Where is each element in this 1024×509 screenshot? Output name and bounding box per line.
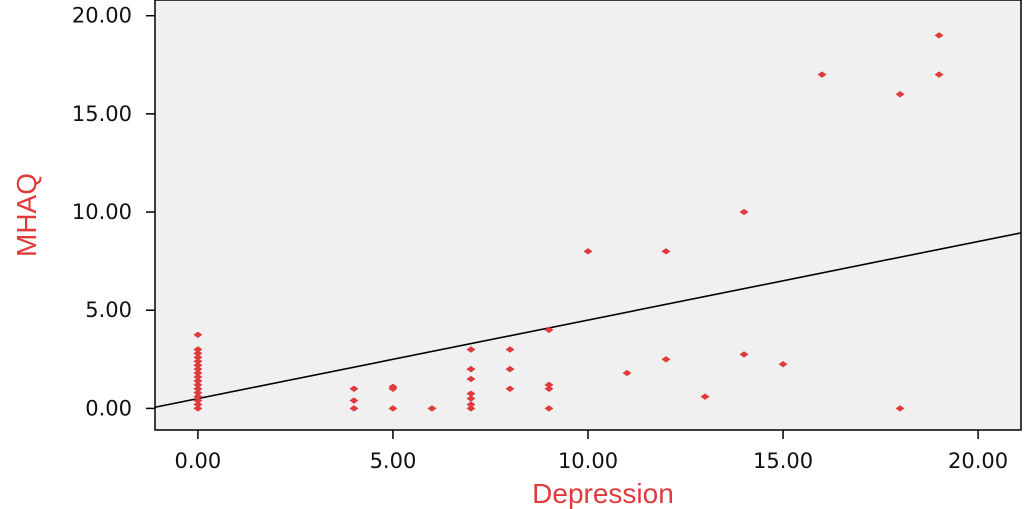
data-point bbox=[193, 393, 203, 400]
data-point bbox=[349, 405, 359, 412]
plot-area bbox=[154, 0, 1022, 431]
data-point bbox=[349, 385, 359, 392]
data-point bbox=[895, 91, 905, 98]
y-tick-label: 5.00 bbox=[85, 298, 132, 322]
data-point bbox=[388, 383, 398, 391]
data-point bbox=[466, 375, 476, 383]
data-point bbox=[700, 393, 710, 400]
data-point bbox=[817, 71, 827, 78]
data-point bbox=[505, 365, 515, 373]
regression-line bbox=[154, 232, 1022, 409]
data-point bbox=[466, 346, 476, 353]
data-point bbox=[661, 356, 671, 363]
y-tick-label: 10.00 bbox=[72, 200, 132, 224]
y-tick-label: 0.00 bbox=[85, 396, 132, 420]
data-point bbox=[193, 362, 203, 369]
x-axis-title: Depression bbox=[532, 478, 674, 509]
data-point bbox=[895, 405, 905, 412]
x-tick-label: 15.00 bbox=[753, 449, 813, 473]
data-point bbox=[739, 208, 749, 216]
data-point bbox=[193, 401, 203, 408]
y-tick-label: 15.00 bbox=[72, 102, 132, 126]
data-point bbox=[505, 385, 515, 392]
points-layer bbox=[193, 32, 944, 412]
data-point bbox=[193, 381, 203, 389]
data-point bbox=[544, 385, 554, 392]
data-point bbox=[193, 389, 203, 396]
data-point bbox=[349, 397, 359, 404]
x-tick-label: 5.00 bbox=[370, 449, 417, 473]
data-point bbox=[934, 32, 944, 39]
data-point bbox=[505, 346, 515, 353]
data-point bbox=[466, 395, 476, 402]
x-axis-ticks: 0.00 5.00 10.00 15.00 20.00 bbox=[175, 430, 1008, 473]
data-point bbox=[544, 326, 554, 334]
data-point bbox=[193, 369, 203, 377]
x-tick-label: 20.00 bbox=[948, 449, 1008, 473]
data-point bbox=[193, 331, 203, 338]
data-point bbox=[193, 377, 203, 385]
data-point bbox=[544, 405, 554, 412]
fit-line-layer bbox=[154, 232, 1022, 409]
data-point bbox=[193, 354, 203, 361]
data-point bbox=[193, 346, 203, 353]
data-point bbox=[739, 351, 749, 358]
data-point bbox=[661, 248, 671, 255]
y-axis-ticks: 0.00 5.00 10.00 15.00 20.00 bbox=[72, 4, 155, 420]
data-point bbox=[193, 350, 203, 357]
x-tick-label: 10.00 bbox=[558, 449, 618, 473]
data-point bbox=[193, 385, 203, 392]
data-point bbox=[934, 71, 944, 78]
y-axis-title: MHAQ bbox=[11, 173, 42, 257]
data-point bbox=[778, 361, 788, 368]
data-point bbox=[193, 397, 203, 404]
data-point bbox=[583, 248, 593, 255]
data-point bbox=[427, 405, 437, 412]
data-point bbox=[466, 390, 476, 397]
y-tick-label: 20.00 bbox=[72, 4, 132, 28]
data-point bbox=[193, 405, 203, 412]
data-point bbox=[466, 401, 476, 408]
data-point bbox=[544, 381, 554, 389]
data-point bbox=[388, 405, 398, 412]
data-point bbox=[466, 365, 476, 373]
data-point bbox=[193, 365, 203, 373]
data-point bbox=[193, 373, 203, 381]
data-point bbox=[193, 358, 203, 365]
data-point bbox=[466, 405, 476, 412]
x-tick-label: 0.00 bbox=[175, 449, 222, 473]
data-point bbox=[622, 369, 632, 377]
